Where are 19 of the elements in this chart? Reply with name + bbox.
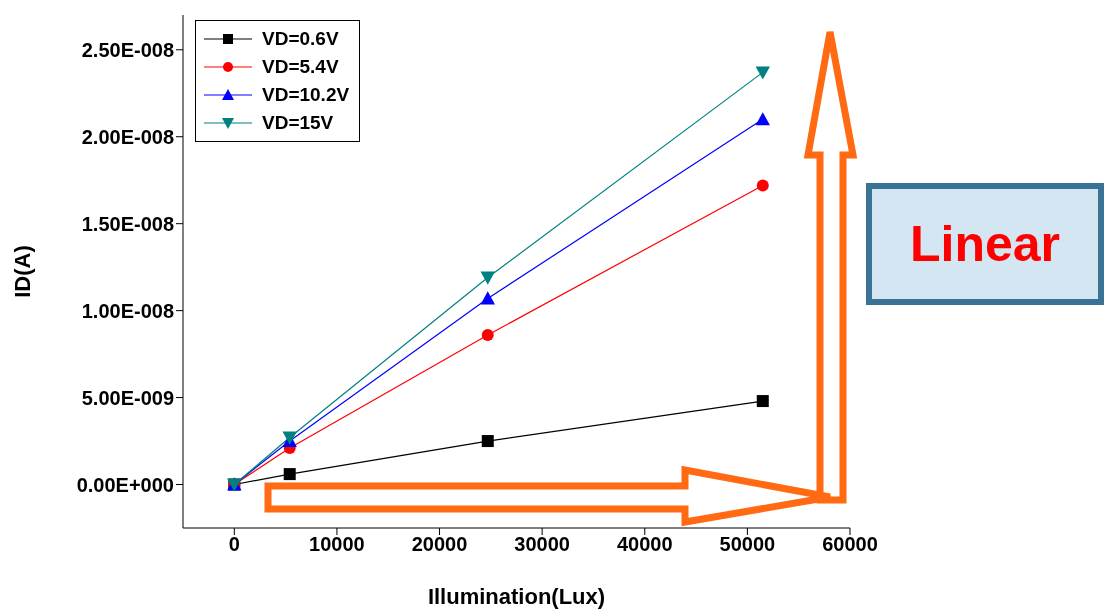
legend-label: VD=15V — [262, 112, 334, 134]
x-tick-label: 0 — [228, 533, 240, 556]
y-tick-label: 2.00E-008 — [81, 125, 174, 148]
y-tick-label: 1.00E-008 — [81, 299, 174, 322]
y-tick-label: 0.00E+000 — [76, 473, 174, 496]
legend-label: VD=10.2V — [262, 84, 350, 106]
legend-label: VD=5.4V — [262, 56, 339, 78]
y-tick-label: 1.50E-008 — [81, 212, 174, 235]
y-axis-title: ID(A) — [9, 245, 35, 298]
x-tick-label: 40000 — [616, 533, 673, 556]
legend-label: VD=0.6V — [262, 28, 339, 50]
x-tick-label: 60000 — [822, 533, 878, 556]
x-tick-label: 30000 — [514, 533, 570, 556]
x-tick-label: 20000 — [411, 533, 468, 556]
x-tick-label: 10000 — [309, 533, 365, 556]
x-tick-label: 50000 — [719, 533, 776, 556]
y-tick-label: 2.50E-008 — [81, 38, 174, 61]
x-axis-title: Illumination(Lux) — [427, 584, 606, 609]
y-tick-label: 5.00E-009 — [81, 386, 174, 409]
